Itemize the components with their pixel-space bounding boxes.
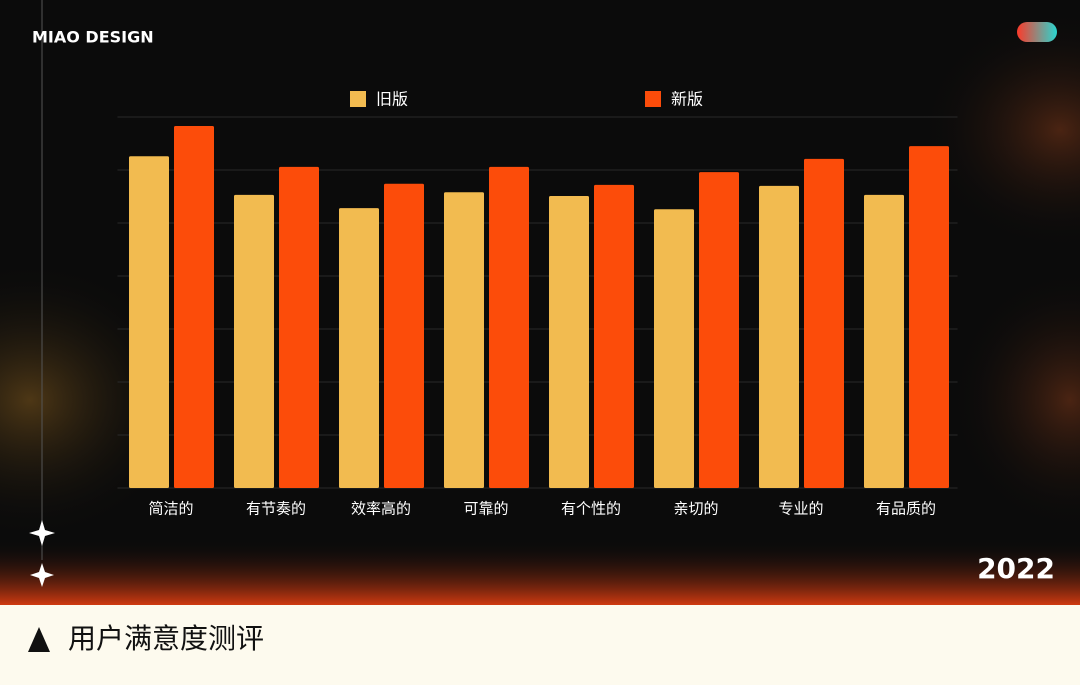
x-tick-label: 简洁的 (148, 500, 193, 518)
x-tick-label: 有个性的 (561, 500, 621, 518)
bar (699, 172, 739, 488)
legend-swatch (645, 91, 661, 107)
legend-swatch (350, 91, 366, 107)
x-tick-label: 效率高的 (351, 500, 411, 518)
bar (234, 194, 274, 488)
bar (444, 192, 484, 488)
x-tick-label: 专业的 (778, 500, 823, 518)
bar (594, 184, 634, 488)
bar (129, 156, 169, 488)
sparkle (29, 520, 55, 546)
triangle-icon (28, 627, 50, 652)
bar (174, 126, 214, 488)
sparkle (30, 563, 54, 587)
x-tick-label: 亲切的 (673, 500, 718, 518)
legend-label: 新版 (671, 90, 703, 109)
bar (279, 166, 319, 488)
brand: MIAO DESIGN (32, 28, 154, 47)
bar (864, 194, 904, 488)
glow (0, 540, 1080, 605)
bar (654, 209, 694, 488)
glow (920, 10, 1080, 250)
bar (549, 195, 589, 488)
x-tick-label: 有品质的 (876, 500, 936, 518)
glow (950, 270, 1080, 530)
caption-bar (0, 605, 1080, 685)
logo (1017, 22, 1057, 42)
bar (384, 183, 424, 488)
bar (909, 146, 949, 488)
bar (339, 208, 379, 488)
year: 2022 (977, 552, 1055, 585)
bar (759, 185, 799, 488)
caption: 用户满意度测评 (68, 622, 264, 655)
x-tick-label: 可靠的 (463, 500, 508, 518)
bar (804, 158, 844, 488)
legend-label: 旧版 (376, 90, 408, 109)
bar (489, 166, 529, 488)
x-tick-label: 有节奏的 (246, 500, 306, 518)
